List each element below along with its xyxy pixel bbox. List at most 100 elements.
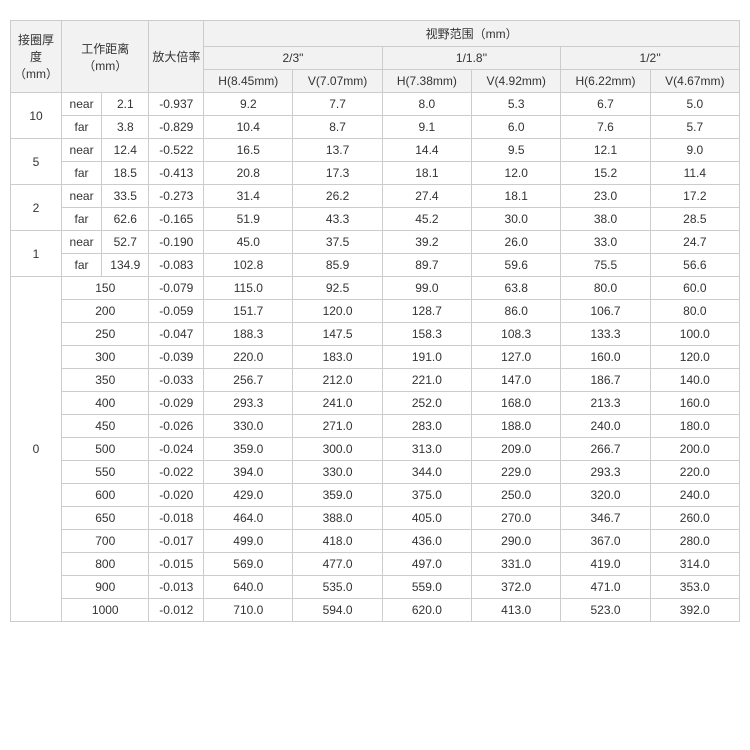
table-row: far18.5-0.41320.817.318.112.015.211.4	[11, 162, 740, 185]
fov-cell: 180.0	[650, 415, 739, 438]
magnification-cell: -0.033	[149, 369, 204, 392]
fov-cell: 17.3	[293, 162, 382, 185]
fov-cell: 9.0	[650, 139, 739, 162]
fov-cell: 168.0	[472, 392, 561, 415]
table-row: 250-0.047188.3147.5158.3108.3133.3100.0	[11, 323, 740, 346]
magnification-cell: -0.829	[149, 116, 204, 139]
fov-cell: 20.8	[204, 162, 293, 185]
near-far-cell: far	[62, 208, 102, 231]
fov-cell: 86.0	[472, 300, 561, 323]
fov-cell: 37.5	[293, 231, 382, 254]
fov-cell: 158.3	[382, 323, 471, 346]
fov-cell: 183.0	[293, 346, 382, 369]
fov-cell: 229.0	[472, 461, 561, 484]
fov-cell: 14.4	[382, 139, 471, 162]
fov-cell: 6.7	[561, 93, 650, 116]
working-distance-cell: 700	[62, 530, 149, 553]
fov-cell: 266.7	[561, 438, 650, 461]
table-row: 5near12.4-0.52216.513.714.49.512.19.0	[11, 139, 740, 162]
fov-cell: 353.0	[650, 576, 739, 599]
working-distance-cell: 62.6	[102, 208, 149, 231]
fov-cell: 220.0	[650, 461, 739, 484]
fov-cell: 115.0	[204, 277, 293, 300]
header-thickness: 接圈厚度（mm）	[11, 21, 62, 93]
fov-cell: 15.2	[561, 162, 650, 185]
fov-cell: 221.0	[382, 369, 471, 392]
fov-cell: 147.0	[472, 369, 561, 392]
table-row: far134.9-0.083102.885.989.759.675.556.6	[11, 254, 740, 277]
table-row: 1000-0.012710.0594.0620.0413.0523.0392.0	[11, 599, 740, 622]
table-row: 10near2.1-0.9379.27.78.05.36.75.0	[11, 93, 740, 116]
fov-cell: 108.3	[472, 323, 561, 346]
fov-cell: 499.0	[204, 530, 293, 553]
fov-cell: 17.2	[650, 185, 739, 208]
table-header: 接圈厚度（mm） 工作距离（mm） 放大倍率 视野范围（mm） 2/3" 1/1…	[11, 21, 740, 93]
thickness-cell: 5	[11, 139, 62, 185]
working-distance-cell: 900	[62, 576, 149, 599]
fov-cell: 9.1	[382, 116, 471, 139]
fov-cell: 89.7	[382, 254, 471, 277]
fov-cell: 252.0	[382, 392, 471, 415]
table-body: 10near2.1-0.9379.27.78.05.36.75.0far3.8-…	[11, 93, 740, 622]
table-row: far62.6-0.16551.943.345.230.038.028.5	[11, 208, 740, 231]
fov-cell: 331.0	[472, 553, 561, 576]
header-sensor-1-2: 1/2''	[561, 47, 740, 70]
table-row: 800-0.015569.0477.0497.0331.0419.0314.0	[11, 553, 740, 576]
table-row: 400-0.029293.3241.0252.0168.0213.3160.0	[11, 392, 740, 415]
header-v-707: V(7.07mm)	[293, 70, 382, 93]
fov-cell: 367.0	[561, 530, 650, 553]
fov-cell: 394.0	[204, 461, 293, 484]
header-v-467: V(4.67mm)	[650, 70, 739, 93]
thickness-cell: 10	[11, 93, 62, 139]
fov-cell: 18.1	[472, 185, 561, 208]
fov-cell: 535.0	[293, 576, 382, 599]
fov-cell: 429.0	[204, 484, 293, 507]
magnification-cell: -0.079	[149, 277, 204, 300]
working-distance-cell: 650	[62, 507, 149, 530]
header-h-738: H(7.38mm)	[382, 70, 471, 93]
fov-cell: 375.0	[382, 484, 471, 507]
fov-cell: 330.0	[204, 415, 293, 438]
fov-cell: 85.9	[293, 254, 382, 277]
fov-cell: 372.0	[472, 576, 561, 599]
working-distance-cell: 450	[62, 415, 149, 438]
working-distance-cell: 150	[62, 277, 149, 300]
fov-cell: 160.0	[650, 392, 739, 415]
fov-cell: 31.4	[204, 185, 293, 208]
fov-cell: 80.0	[650, 300, 739, 323]
fov-cell: 290.0	[472, 530, 561, 553]
fov-cell: 26.2	[293, 185, 382, 208]
fov-cell: 388.0	[293, 507, 382, 530]
working-distance-cell: 12.4	[102, 139, 149, 162]
near-far-cell: far	[62, 116, 102, 139]
fov-cell: 59.6	[472, 254, 561, 277]
fov-cell: 260.0	[650, 507, 739, 530]
table-row: 1near52.7-0.19045.037.539.226.033.024.7	[11, 231, 740, 254]
fov-cell: 45.2	[382, 208, 471, 231]
fov-cell: 7.7	[293, 93, 382, 116]
fov-cell: 413.0	[472, 599, 561, 622]
working-distance-cell: 134.9	[102, 254, 149, 277]
fov-cell: 220.0	[204, 346, 293, 369]
fov-cell: 241.0	[293, 392, 382, 415]
fov-cell: 418.0	[293, 530, 382, 553]
working-distance-cell: 400	[62, 392, 149, 415]
near-far-cell: near	[62, 185, 102, 208]
fov-cell: 188.3	[204, 323, 293, 346]
fov-cell: 213.3	[561, 392, 650, 415]
fov-cell: 188.0	[472, 415, 561, 438]
fov-cell: 293.3	[561, 461, 650, 484]
fov-cell: 8.0	[382, 93, 471, 116]
fov-cell: 330.0	[293, 461, 382, 484]
fov-cell: 569.0	[204, 553, 293, 576]
fov-cell: 99.0	[382, 277, 471, 300]
magnification-cell: -0.013	[149, 576, 204, 599]
near-far-cell: far	[62, 162, 102, 185]
fov-cell: 10.4	[204, 116, 293, 139]
magnification-cell: -0.015	[149, 553, 204, 576]
magnification-cell: -0.083	[149, 254, 204, 277]
header-v-492: V(4.92mm)	[472, 70, 561, 93]
fov-cell: 6.0	[472, 116, 561, 139]
table-row: 350-0.033256.7212.0221.0147.0186.7140.0	[11, 369, 740, 392]
fov-cell: 240.0	[561, 415, 650, 438]
